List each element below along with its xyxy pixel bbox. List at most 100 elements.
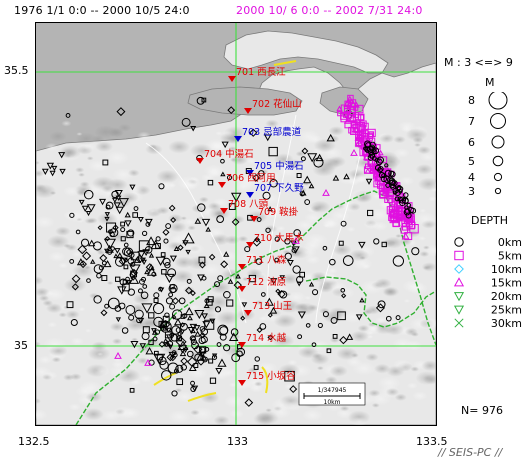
epicenter	[161, 370, 172, 381]
epicenter	[201, 97, 207, 103]
station-label: 715 小坂谷	[246, 371, 296, 382]
epicenter	[203, 302, 210, 309]
station-marker-icon	[228, 76, 236, 82]
epicenter	[170, 286, 177, 294]
epicenter	[185, 249, 191, 255]
lat-label-35-5: 35.5	[4, 64, 29, 77]
epicenter	[277, 289, 286, 299]
epicenter	[252, 237, 262, 247]
epicenter	[83, 189, 94, 200]
epicenter	[217, 275, 224, 282]
lon-label-133: 133	[227, 435, 248, 448]
depth-symbol	[454, 318, 464, 328]
epicenter	[256, 327, 263, 333]
epicenter	[115, 195, 122, 201]
epicenter	[194, 330, 201, 337]
scale-ratio: 1/347945	[318, 387, 347, 394]
epicenter	[166, 353, 175, 362]
epicenter	[208, 253, 216, 261]
epicenter	[137, 288, 143, 294]
epicenter	[101, 275, 108, 282]
epicenter	[141, 230, 148, 237]
station-714: 714 水越	[238, 332, 287, 348]
epicenter-recent	[347, 99, 357, 108]
epicenter	[198, 261, 206, 269]
station-label: 709 鞍掛	[258, 206, 299, 218]
epicenter	[359, 297, 365, 303]
depth-label: 30km	[491, 317, 522, 330]
epicenter	[70, 318, 78, 327]
epicenter-recent	[348, 113, 358, 122]
epicenter	[103, 248, 110, 254]
epicenter	[395, 315, 401, 321]
epicenter	[181, 117, 191, 127]
epicenter	[127, 288, 136, 296]
epicenter	[370, 153, 375, 159]
station-label: 703 忌部農道	[242, 126, 302, 138]
epicenter	[340, 220, 347, 227]
epicenter	[220, 158, 225, 164]
scale-bar: 1/347945 10km	[298, 382, 366, 406]
station-label: 712 油原	[246, 276, 286, 288]
epicenter	[159, 360, 169, 370]
epicenter	[193, 363, 199, 369]
lat-label-35: 35	[14, 339, 28, 352]
epicenter-recent	[361, 122, 369, 130]
epicenter	[90, 258, 96, 264]
epicenter	[179, 322, 188, 331]
station-715: 715 小坂谷	[238, 371, 296, 386]
epicenter	[410, 207, 417, 214]
depth-label: 25km	[491, 304, 522, 317]
epicenter-recent	[355, 131, 365, 141]
epicenter	[144, 269, 150, 275]
epicenter	[248, 274, 257, 283]
epicenter	[269, 306, 278, 314]
epicenter	[165, 223, 172, 229]
epicenter	[367, 209, 374, 217]
epicenter	[164, 342, 169, 347]
epicenter	[162, 228, 170, 236]
epicenter	[145, 263, 154, 272]
station-label: 704 中湯石	[204, 148, 254, 160]
epicenter-map[interactable]: 701 西長江 702 花仙山 703 忌部農道 704 中湯石 705 中湯石 706 …	[35, 22, 437, 426]
epicenter	[169, 354, 177, 362]
epicenter	[127, 229, 135, 237]
epicenter	[209, 377, 217, 384]
epicenter	[186, 314, 193, 321]
epicenter	[312, 289, 319, 296]
epicenter	[339, 335, 348, 345]
epicenter	[367, 154, 374, 161]
epicenter	[240, 315, 246, 321]
epicenter	[268, 146, 278, 157]
magnitude-value: 3	[468, 185, 475, 198]
epicenter	[123, 242, 129, 248]
epicenter-recent	[359, 120, 367, 128]
epicenter	[340, 287, 346, 293]
epicenter	[394, 196, 400, 202]
station-marker-icon	[238, 342, 246, 348]
epicenter	[119, 278, 127, 286]
epicenter	[375, 303, 385, 313]
epicenter	[117, 286, 127, 295]
depth-symbol	[453, 305, 465, 315]
station-label: 705 中湯石	[254, 160, 304, 172]
epicenter	[291, 247, 297, 253]
epicenter-recent	[344, 121, 352, 129]
epicenter	[326, 133, 335, 142]
magnitude-circle	[491, 135, 505, 149]
depth-symbol	[454, 264, 464, 274]
epicenter	[274, 257, 279, 263]
epicenter	[158, 286, 163, 292]
station-label: 710 大馬木	[254, 232, 304, 244]
epicenter	[223, 290, 231, 299]
epicenter-recent	[348, 102, 356, 110]
epicenter	[193, 325, 201, 332]
epicenter	[380, 175, 388, 183]
magnitude-circle	[494, 187, 502, 195]
epicenter	[205, 226, 211, 232]
epicenter	[167, 268, 177, 278]
station-711: 711 八森	[238, 254, 287, 270]
epicenter	[136, 317, 142, 324]
station-label: 714 水越	[246, 332, 287, 344]
epicenter	[86, 278, 91, 283]
